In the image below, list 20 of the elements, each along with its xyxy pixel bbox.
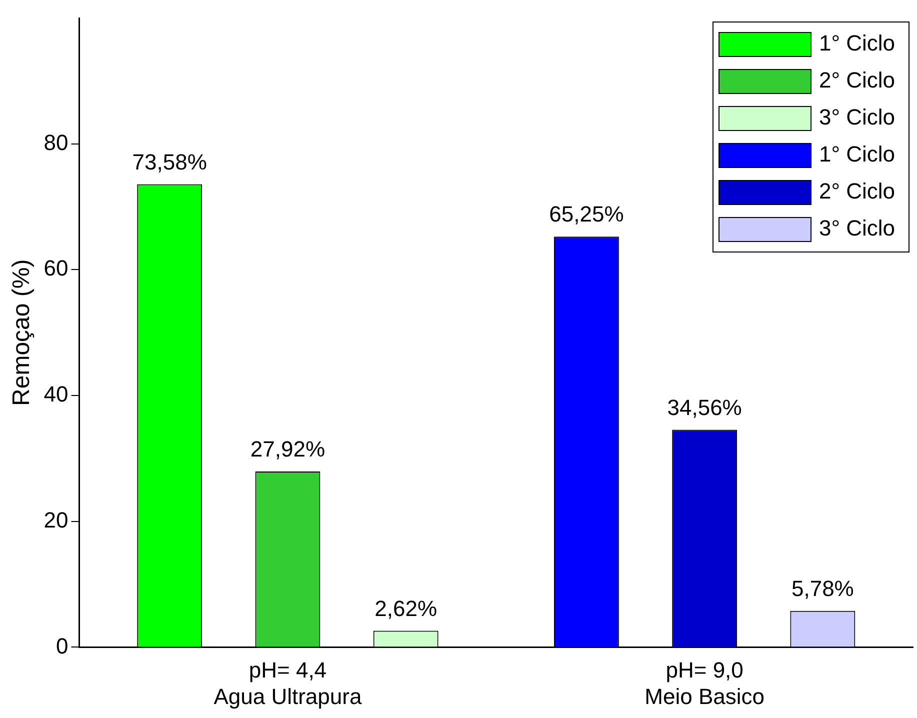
legend-label: 1° Ciclo: [819, 30, 896, 56]
legend-label: 2° Ciclo: [819, 178, 896, 204]
data-label: 5,78%: [791, 576, 854, 601]
legend-label: 3° Ciclo: [819, 216, 896, 241]
y-tick-label: 40: [44, 382, 68, 407]
y-tick-label: 0: [56, 633, 68, 658]
data-label: 34,56%: [667, 394, 742, 420]
data-label: 65,25%: [549, 202, 624, 227]
x-tick-label: pH= 4,4 Agua Ultrapura: [214, 657, 362, 709]
legend-label: 3° Ciclo: [819, 104, 896, 130]
y-tick-label: 20: [44, 507, 68, 532]
legend-label: 2° Ciclo: [819, 68, 896, 93]
y-tick-label: 60: [44, 256, 68, 281]
y-tick-label: 80: [44, 130, 68, 155]
x-tick-label: pH= 9,0 Meio Basico: [644, 657, 764, 709]
data-label: 2,62%: [374, 596, 438, 621]
data-label: 27,92%: [250, 436, 326, 462]
data-label: 73,58%: [132, 149, 207, 174]
legend-label: 1° Ciclo: [819, 142, 896, 167]
y-axis-title: Remoçao (%): [8, 259, 36, 406]
